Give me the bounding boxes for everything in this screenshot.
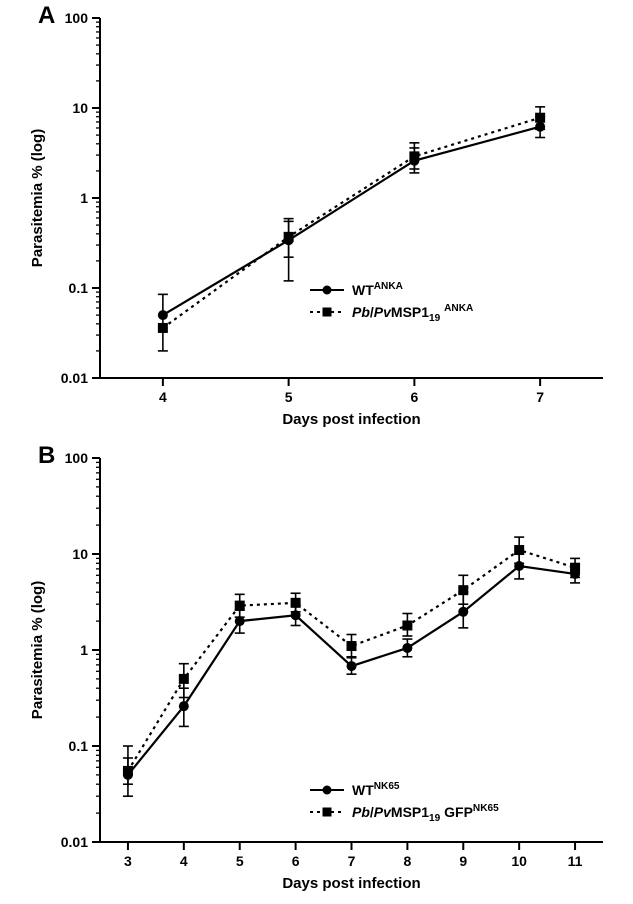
svg-text:6: 6 [410, 389, 418, 405]
svg-text:Parasitemia % (log): Parasitemia % (log) [29, 581, 46, 719]
svg-text:6: 6 [292, 853, 300, 869]
svg-text:0.1: 0.1 [69, 738, 89, 754]
svg-text:WTNK65: WTNK65 [352, 781, 400, 798]
panel-a: A 45670.010.1110100Days post infectionPa… [0, 0, 633, 440]
svg-text:1: 1 [80, 190, 88, 206]
svg-text:Days post infection: Days post infection [282, 411, 420, 428]
svg-text:Pb/PvMSP119 GFPNK65: Pb/PvMSP119 GFPNK65 [352, 803, 499, 824]
svg-text:100: 100 [65, 10, 89, 26]
svg-text:100: 100 [65, 450, 89, 466]
svg-text:11: 11 [568, 853, 583, 869]
svg-text:8: 8 [403, 853, 411, 869]
chart-a: 4 5 6 7 0.01 0.1 1 10 100 Days post infection Para… [0, 0, 633, 440]
svg-text:Days post infection: Days post infection [282, 875, 420, 892]
svg-text:7: 7 [348, 853, 356, 869]
svg-text:4: 4 [159, 389, 167, 405]
svg-text:0.01: 0.01 [61, 834, 88, 850]
svg-text:0.1: 0.1 [69, 280, 89, 296]
svg-text:0.01: 0.01 [61, 370, 88, 386]
svg-text:5: 5 [236, 853, 244, 869]
svg-text:Pb/PvMSP119 ANKA: Pb/PvMSP119 ANKA [352, 303, 474, 324]
svg-text:WTANKA: WTANKA [352, 281, 404, 298]
svg-text:Parasitemia % (log): Parasitemia % (log) [29, 129, 46, 267]
panel-b: B 345678910110.010.1110100Days post infe… [0, 440, 633, 904]
svg-text:9: 9 [459, 853, 467, 869]
chart-b: 3 4 5 6 7 8 9 10 11 0.01 0.1 1 10 100 Days post infect… [0, 440, 633, 904]
svg-text:5: 5 [285, 389, 293, 405]
svg-text:4: 4 [180, 853, 188, 869]
svg-text:10: 10 [72, 100, 88, 116]
svg-text:3: 3 [124, 853, 132, 869]
svg-text:1: 1 [80, 642, 88, 658]
svg-text:7: 7 [536, 389, 544, 405]
svg-text:10: 10 [511, 853, 527, 869]
svg-text:10: 10 [72, 546, 88, 562]
figure-page: { "panelA": { "label": "A", "type": "lin… [0, 0, 633, 904]
